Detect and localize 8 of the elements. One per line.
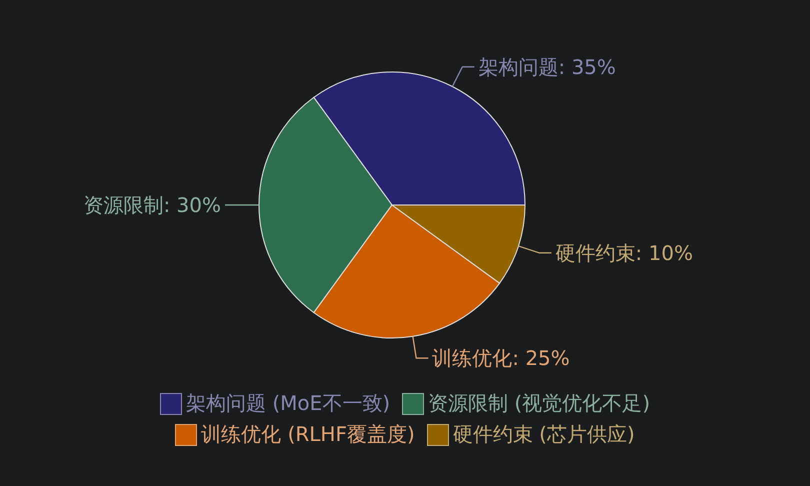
legend-label: 训练优化 (RLHF覆盖度): [201, 421, 415, 448]
legend-label: 资源限制 (视觉优化不足): [428, 390, 650, 417]
data-label: 硬件约束: 10%: [555, 240, 693, 265]
legend-label: 架构问题 (MoE不一致): [186, 390, 390, 417]
legend-label: 硬件约束 (芯片供应): [452, 421, 635, 448]
data-label: 资源限制: 30%: [83, 193, 221, 217]
data-label: 架构问题: 35%: [478, 54, 616, 79]
data-label: 训练优化: 25%: [432, 346, 570, 370]
